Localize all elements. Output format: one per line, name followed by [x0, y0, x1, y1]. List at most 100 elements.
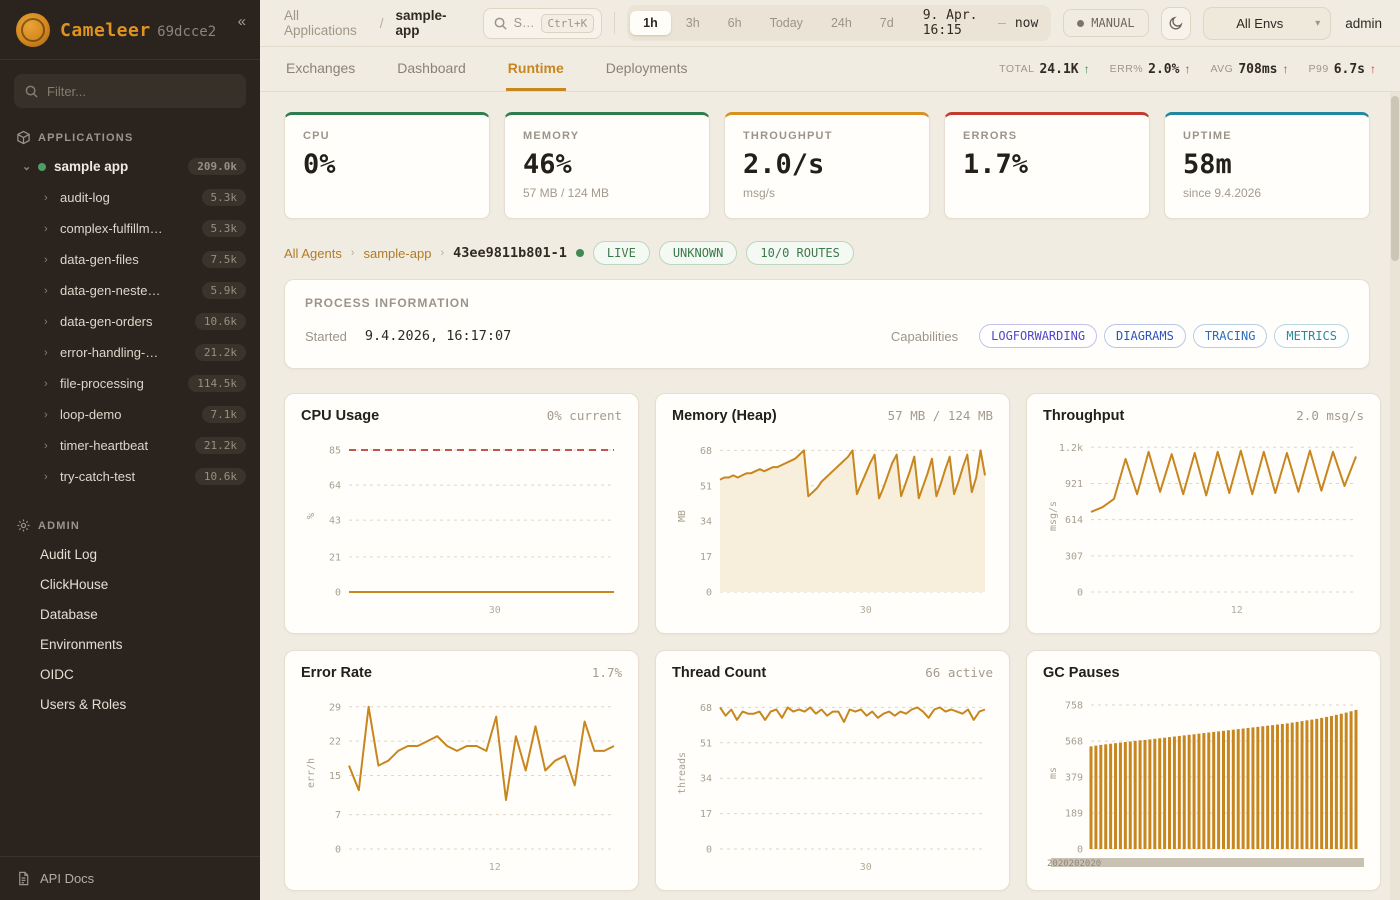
sidebar-item-loop-demo[interactable]: › loop-demo 7.1k — [0, 399, 260, 430]
breadcrumb-all-applications[interactable]: All Applications — [284, 8, 357, 38]
chart-current-value: 57 MB / 124 MB — [887, 408, 993, 423]
refresh-mode-badge[interactable]: MANUAL — [1063, 9, 1149, 37]
admin-item-users-roles[interactable]: Users & Roles — [40, 696, 127, 712]
svg-text:17: 17 — [700, 552, 712, 563]
sidebar-item-try-catch-test[interactable]: › try-catch-test 10.6k — [0, 461, 260, 492]
started-value: 9.4.2026, 16:17:07 — [364, 328, 512, 344]
time-range-1h[interactable]: 1h — [630, 11, 671, 35]
chart-cpu-usage: 0 21 43 64 85% 30 — [306, 446, 614, 616]
breadcrumb-all-agents[interactable]: All Agents — [284, 245, 342, 261]
item-label: data-gen-files — [60, 252, 139, 267]
sidebar-footer-api-docs[interactable]: API Docs — [0, 856, 260, 900]
admin-item-oidc[interactable]: OIDC — [40, 666, 74, 682]
chevron-right-icon: › — [44, 408, 48, 421]
sidebar-item-sample-app[interactable]: ⌄ sample app 209.0k — [0, 151, 260, 182]
svg-text:68: 68 — [700, 703, 712, 714]
collapse-sidebar-button[interactable]: « — [237, 13, 246, 30]
stat-card-memory: MEMORY 46% 57 MB / 124 MB — [504, 112, 710, 219]
sidebar-item-file-processing[interactable]: › file-processing 114.5k — [0, 368, 260, 399]
breadcrumb-agent-app[interactable]: sample-app — [363, 245, 432, 261]
chart-thread-count: 0 17 34 51 68 threads 30 — [677, 703, 986, 873]
tab-exchanges[interactable]: Exchanges — [286, 59, 356, 76]
tab-runtime[interactable]: Runtime — [505, 47, 566, 91]
svg-text:21: 21 — [329, 552, 341, 563]
capability-logforwarding: LOGFORWARDING — [979, 324, 1098, 348]
global-search[interactable]: S… Ctrl+K — [482, 7, 603, 39]
sidebar-item-data-gen-files[interactable]: › data-gen-files 7.5k — [0, 244, 260, 275]
tab-bar: Exchanges Dashboard Runtime Deployments TOT… — [260, 47, 1400, 92]
item-label: audit-log — [60, 190, 110, 205]
moon-icon — [1169, 16, 1183, 30]
tab-dashboard[interactable]: Dashboard — [397, 59, 466, 76]
message-count-badge: 7.5k — [201, 251, 246, 268]
svg-text:29: 29 — [329, 702, 341, 713]
admin-item-environments[interactable]: Environments — [40, 636, 123, 652]
sidebar-item-data-gen-orders[interactable]: › data-gen-orders 10.6k — [0, 306, 260, 337]
time-range-display[interactable]: 9. Apr. 16:15 — now — [922, 8, 1039, 38]
svg-text:7: 7 — [335, 810, 341, 821]
stat-value: 2.0/s — [743, 149, 825, 180]
chart-header: CPU Usage 0% current — [301, 408, 622, 424]
svg-text:189: 189 — [1065, 809, 1083, 820]
svg-text:1.2k: 1.2k — [1059, 443, 1083, 454]
scrollbar-thumb[interactable] — [1391, 96, 1399, 261]
sidebar-item-complex-fulfillm[interactable]: › complex-fulfillm… 5.3k — [0, 213, 260, 244]
svg-text:307: 307 — [1065, 551, 1083, 562]
chevron-right-icon: › — [44, 222, 48, 235]
sidebar-item-timer-heartbeat[interactable]: › timer-heartbeat 21.2k — [0, 430, 260, 461]
sidebar-header: Cameleer 69dcce2 « — [0, 0, 260, 60]
search-placeholder: S… — [513, 16, 535, 30]
stat-value: 58m — [1183, 149, 1232, 180]
content-scroll-area: CPU 0% MEMORY 46% 57 MB / 124 MB THROUGHPUT 2.… — [260, 92, 1400, 900]
divider — [614, 12, 616, 34]
filter-input[interactable] — [47, 83, 236, 99]
svg-text:%: % — [306, 513, 317, 519]
time-range-3h[interactable]: 3h — [673, 11, 713, 35]
svg-text:15: 15 — [329, 771, 341, 782]
kpi-label: P99 — [1308, 63, 1329, 75]
status-badge-unknown: UNKNOWN — [658, 241, 738, 265]
sidebar-item-data-gen-neste[interactable]: › data-gen-neste… 5.9k — [0, 275, 260, 306]
svg-text:379: 379 — [1065, 772, 1083, 783]
svg-text:0: 0 — [335, 588, 341, 599]
stat-card-throughput: THROUGHPUT 2.0/s msg/s — [724, 112, 930, 219]
chevron-right-icon: › — [44, 377, 48, 390]
chart-header: Memory (Heap) 57 MB / 124 MB — [672, 408, 993, 424]
admin-item-audit-log[interactable]: Audit Log — [40, 546, 98, 562]
sidebar-filter[interactable] — [14, 74, 246, 108]
tab-deployments[interactable]: Deployments — [605, 59, 688, 76]
chart-header: Throughput 2.0 msg/s — [1043, 408, 1364, 424]
sidebar-item-audit-log[interactable]: › audit-log 5.3k — [0, 182, 260, 213]
kpi-total: TOTAL 24.1K ↑ — [999, 62, 1090, 77]
svg-text:ms: ms — [1048, 767, 1059, 779]
kpi-value: 6.7s — [1333, 61, 1365, 77]
kpi-label: AVG — [1210, 63, 1234, 75]
svg-text:0: 0 — [706, 845, 712, 856]
item-label: error-handling-… — [60, 345, 159, 360]
chart-current-value: 1.7% — [591, 665, 622, 680]
message-count-badge: 21.2k — [194, 344, 246, 361]
message-count-badge: 7.1k — [201, 406, 246, 423]
status-dot — [1077, 19, 1085, 27]
admin-section-header: ADMIN — [0, 502, 260, 539]
user-name: admin — [1345, 15, 1383, 31]
scrollbar-track[interactable] — [1390, 92, 1400, 900]
stat-label: MEMORY — [523, 130, 580, 142]
admin-item-clickhouse[interactable]: ClickHouse — [40, 576, 109, 592]
dark-mode-toggle[interactable] — [1160, 6, 1192, 40]
stat-label: UPTIME — [1183, 130, 1232, 142]
time-range-7d[interactable]: 7d — [867, 11, 907, 35]
environment-select[interactable]: All Envs ▾ — [1203, 6, 1332, 40]
svg-text:34: 34 — [700, 517, 712, 528]
kpi-summary: TOTAL 24.1K ↑ ERR% 2.0% ↑ AVG 708ms ↑ P99 6.7s ↑ — [999, 47, 1376, 91]
admin-item-database[interactable]: Database — [40, 606, 98, 622]
time-range-24h[interactable]: 24h — [818, 11, 865, 35]
chart-card-thread-count: Thread Count 66 active 0 17 34 51 68 threads 30 — [655, 650, 1010, 891]
app-version: 69dcce2 — [157, 23, 217, 40]
svg-text:0: 0 — [1077, 845, 1083, 856]
stat-subtext: 57 MB / 124 MB — [523, 186, 610, 200]
time-range-6h[interactable]: 6h — [715, 11, 755, 35]
time-range-today[interactable]: Today — [757, 11, 816, 35]
sidebar-item-error-handling[interactable]: › error-handling-… 21.2k — [0, 337, 260, 368]
item-label: sample app — [54, 159, 129, 174]
